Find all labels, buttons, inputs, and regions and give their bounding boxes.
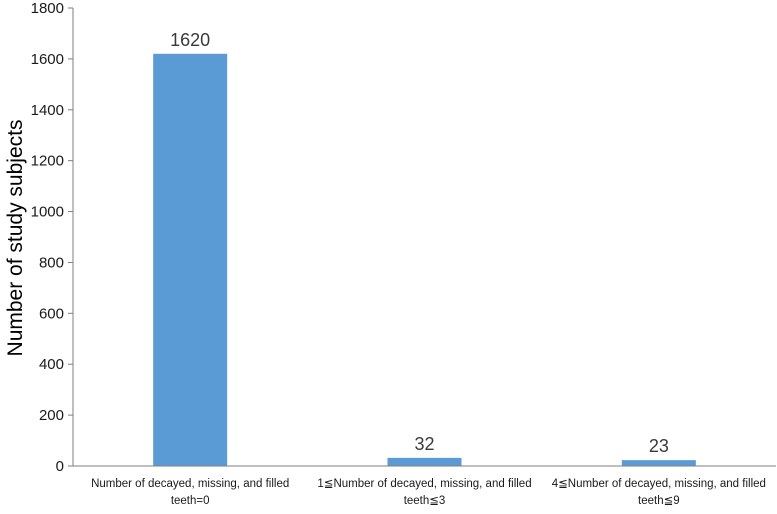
bar [153,53,228,467]
x-tick-label: 1≦Number of decayed, missing, and filled [317,478,531,490]
bar [387,457,462,466]
y-tick-label: 0 [56,458,64,475]
bar [621,460,696,466]
y-tick-label: 600 [39,305,64,322]
x-tick-label: 4≦Number of decayed, missing, and filled [552,478,766,490]
y-tick-label: 200 [39,407,64,424]
data-labels-group: 1620 32 23 [170,30,669,456]
y-tick-label: 400 [39,356,64,373]
y-tick-label: 1000 [31,204,64,221]
y-tick-label: 1800 [31,0,64,17]
axes-group: 0 200 400 600 800 1000 1200 1400 1600 1800 Number … [31,0,776,507]
x-tick-label: teeth≦3 [404,495,446,507]
x-tick-label: teeth≦9 [638,495,680,507]
y-axis-title: Number of study subjects [4,120,27,357]
x-tick-label: Number of decayed, missing, and filled [91,478,289,490]
bar-data-label: 1620 [170,30,210,50]
y-tick-label: 800 [39,254,64,271]
y-tick-label: 1400 [31,102,64,119]
y-tick-label: 1600 [31,51,64,68]
bar-data-label: 32 [414,434,434,454]
x-tick-label: teeth=0 [171,495,210,507]
bar-data-label: 23 [649,436,669,456]
bars-group [153,53,696,467]
y-tick-label: 1200 [31,153,64,170]
